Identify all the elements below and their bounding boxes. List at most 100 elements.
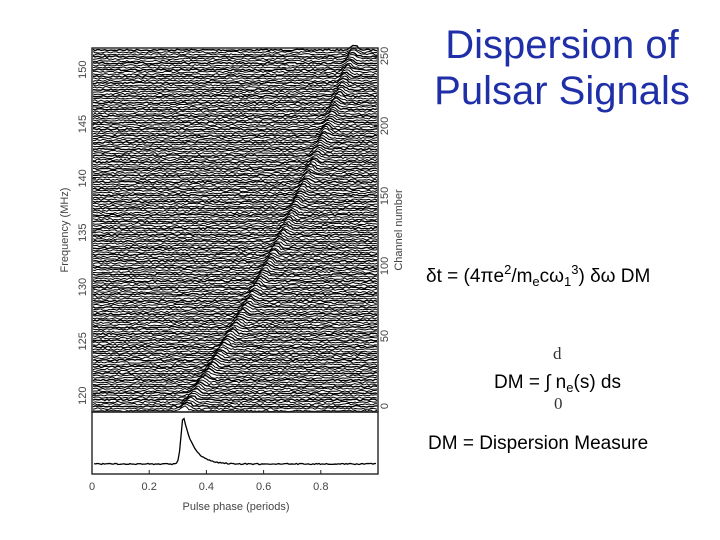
waterfall-trace xyxy=(92,264,378,272)
waterfall-trace xyxy=(92,121,378,129)
y-left-tick-label: 135 xyxy=(77,224,89,242)
waterfall-trace xyxy=(92,354,378,362)
delay-eq-rhs: ) δω DM xyxy=(578,266,651,287)
delay-eq-sub2: 1 xyxy=(564,274,572,289)
waterfall-trace xyxy=(92,141,378,149)
waterfall-trace xyxy=(92,225,378,232)
waterfall-trace xyxy=(92,376,378,384)
waterfall-trace xyxy=(92,218,378,226)
waterfall-trace xyxy=(92,269,378,276)
waterfall-trace xyxy=(92,307,378,316)
delay-eq-mid2: cω xyxy=(539,266,564,287)
profile-frame xyxy=(91,411,379,475)
waterfall-trace xyxy=(92,303,378,311)
waterfall-trace xyxy=(92,293,378,300)
waterfall-trace xyxy=(92,95,378,102)
dm-eq-lhs: DM = ∫ n xyxy=(494,372,567,393)
waterfall-trace xyxy=(92,49,378,56)
dm-definition: DM = Dispersion Measure xyxy=(428,433,649,454)
waterfall-trace xyxy=(92,232,378,239)
waterfall-trace xyxy=(92,108,378,116)
waterfall-trace xyxy=(92,183,378,191)
waterfall-trace xyxy=(92,256,378,263)
waterfall-trace xyxy=(92,242,378,250)
delay-eq-lhs: δt = (4πe xyxy=(426,266,505,287)
waterfall-trace xyxy=(92,221,378,228)
waterfall-trace xyxy=(92,396,378,404)
waterfall-trace xyxy=(92,51,378,59)
waterfall-trace xyxy=(92,54,378,61)
waterfall-trace xyxy=(92,395,378,402)
waterfall-trace xyxy=(92,60,378,67)
waterfall-trace xyxy=(92,403,378,410)
waterfall-trace xyxy=(92,47,378,54)
waterfall-trace xyxy=(92,301,378,309)
waterfall-trace xyxy=(92,257,378,265)
waterfall-trace xyxy=(92,84,378,92)
waterfall-trace xyxy=(92,168,378,175)
y-left-tick-label: 150 xyxy=(77,61,89,79)
waterfall-trace xyxy=(92,252,378,259)
waterfall-trace xyxy=(92,326,378,334)
waterfall-trace xyxy=(92,327,378,336)
waterfall-trace xyxy=(92,134,378,142)
waterfall-trace xyxy=(92,177,378,184)
waterfall-trace xyxy=(92,383,378,391)
waterfall-trace xyxy=(92,88,378,96)
waterfall-trace xyxy=(92,178,378,186)
waterfall-trace xyxy=(92,144,378,151)
delay-eq-sup2: 3 xyxy=(571,262,579,277)
waterfall-trace xyxy=(92,337,378,344)
waterfall-trace xyxy=(92,365,378,373)
waterfall-trace xyxy=(92,77,378,85)
waterfall-trace xyxy=(92,139,378,146)
x-tick-label: 0.8 xyxy=(313,481,328,493)
waterfall-trace xyxy=(92,350,378,358)
waterfall-trace xyxy=(92,180,378,188)
waterfall-trace xyxy=(92,203,378,211)
waterfall-trace xyxy=(92,273,378,281)
waterfall-trace xyxy=(92,311,378,318)
waterfall-trace xyxy=(92,373,378,380)
waterfall-trace xyxy=(92,101,378,109)
y-axis-label-left: Frequency (MHz) xyxy=(59,188,71,273)
slide-title-line-2: Pulsar Signals xyxy=(434,69,690,113)
waterfall-trace xyxy=(92,245,378,252)
waterfall-trace xyxy=(92,228,378,237)
y-right-tick-label: 250 xyxy=(379,47,391,65)
waterfall-trace xyxy=(92,185,378,193)
waterfall-trace xyxy=(92,381,378,389)
waterfall-trace xyxy=(92,227,378,234)
waterfall-trace xyxy=(92,71,378,78)
waterfall-trace xyxy=(92,136,378,145)
waterfall-trace xyxy=(92,241,378,248)
waterfall-trace xyxy=(92,172,378,179)
waterfall-trace xyxy=(92,297,378,305)
waterfall-trace xyxy=(92,150,378,158)
waterfall-trace xyxy=(92,123,378,131)
waterfall-trace xyxy=(92,188,378,195)
waterfall-trace xyxy=(92,288,378,296)
waterfall-trace xyxy=(92,222,378,230)
waterfall-trace xyxy=(92,64,378,72)
waterfall-trace xyxy=(92,163,378,171)
delay-eq-sup1: 2 xyxy=(504,262,512,277)
waterfall-trace xyxy=(92,80,378,87)
waterfall-trace xyxy=(92,339,378,347)
dm-eq-rhs: (s) ds xyxy=(573,372,622,393)
waterfall-trace xyxy=(92,300,378,307)
waterfall-trace xyxy=(92,235,378,243)
y-right-tick-label: 50 xyxy=(379,330,391,342)
waterfall-trace xyxy=(92,333,378,340)
waterfall-trace xyxy=(92,153,378,160)
waterfall-trace xyxy=(92,260,378,267)
waterfall-trace xyxy=(92,359,378,366)
waterfall-trace xyxy=(92,277,378,285)
waterfall-trace xyxy=(92,346,378,353)
waterfall-trace xyxy=(92,215,378,224)
integrated-pulse-profile xyxy=(91,411,379,475)
waterfall-trace xyxy=(92,367,377,375)
waterfall-trace xyxy=(92,212,378,219)
dispersion-waterfall-plot xyxy=(92,44,378,413)
waterfall-trace xyxy=(92,93,378,100)
